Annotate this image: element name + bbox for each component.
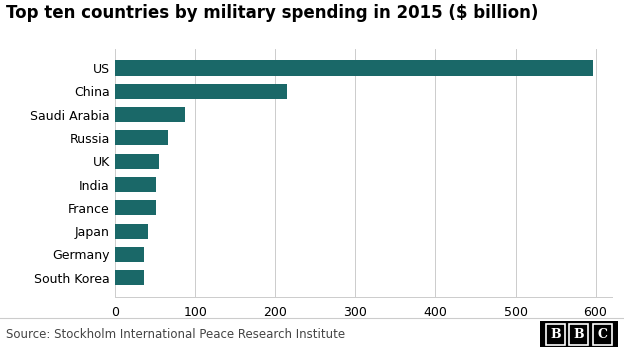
Bar <box>115 270 144 285</box>
Bar <box>115 60 593 75</box>
Bar <box>115 177 156 192</box>
Text: B: B <box>573 328 584 341</box>
Bar <box>115 224 149 239</box>
Bar <box>115 130 168 145</box>
Bar <box>115 84 288 99</box>
Text: B: B <box>550 328 561 341</box>
Bar <box>546 324 565 345</box>
Text: Source: Stockholm International Peace Research Institute: Source: Stockholm International Peace Re… <box>6 327 345 341</box>
Bar <box>593 324 612 345</box>
Bar <box>115 107 185 122</box>
Text: C: C <box>597 328 607 341</box>
Bar <box>115 247 144 262</box>
Bar <box>115 154 160 169</box>
Bar <box>569 324 588 345</box>
Text: Top ten countries by military spending in 2015 ($ billion): Top ten countries by military spending i… <box>6 4 539 21</box>
Bar <box>115 200 156 216</box>
